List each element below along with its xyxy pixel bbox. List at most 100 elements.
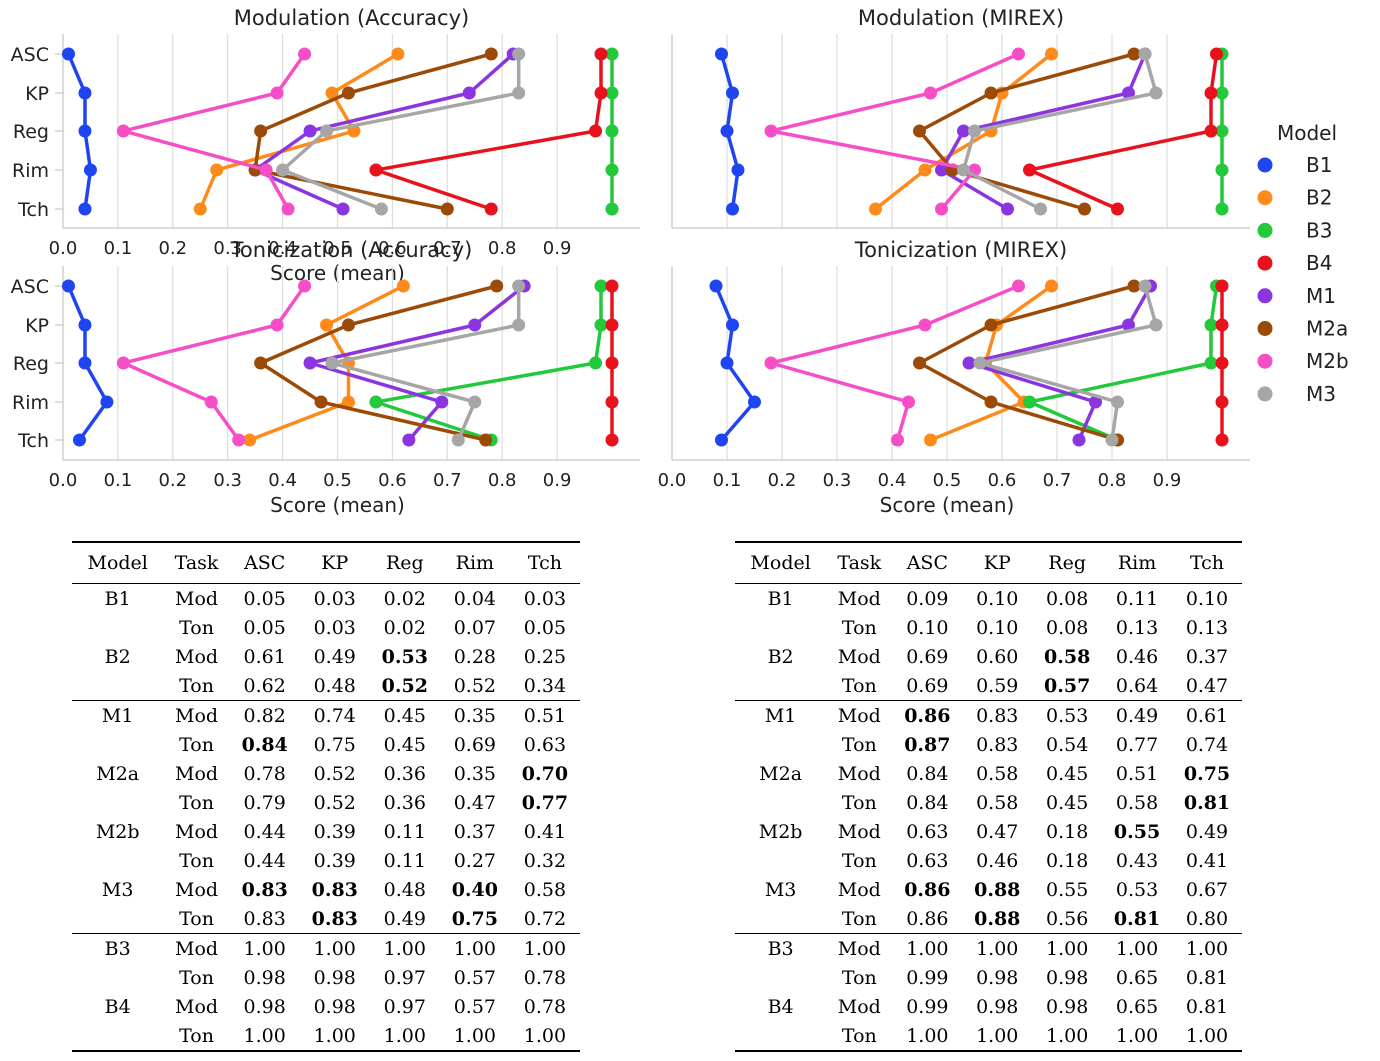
data-point-m3: [512, 47, 526, 61]
data-point-m1: [1001, 202, 1014, 216]
score-cell: 0.63: [523, 733, 567, 756]
data-point-b1: [78, 86, 92, 100]
column-header: ASC: [906, 552, 948, 574]
x-tick-label: 0.9: [543, 470, 572, 491]
score-cell: 0.11: [1115, 587, 1159, 610]
data-point-b4: [1204, 124, 1218, 138]
data-point-b2: [1045, 279, 1058, 293]
score-cell: 0.41: [523, 820, 567, 843]
x-tick-label: 0.4: [268, 238, 297, 259]
score-cell: 0.81: [1185, 966, 1229, 989]
model-cell: M3: [101, 878, 134, 901]
score-cell: 0.44: [243, 820, 286, 843]
data-point-m3: [374, 202, 388, 216]
score-cell: 0.69: [906, 645, 949, 668]
score-cell: 0.80: [1185, 907, 1229, 930]
data-point-b3: [605, 47, 619, 61]
score-cell: 0.52: [313, 791, 356, 814]
column-header: Task: [837, 552, 882, 574]
score-cell: 0.49: [383, 907, 426, 930]
score-cell: 0.62: [243, 674, 286, 697]
score-cell: 0.99: [906, 966, 949, 989]
model-cell: M3: [764, 878, 797, 901]
score-cell: 0.86: [906, 907, 949, 930]
score-cell: 0.81: [1183, 791, 1231, 814]
task-cell: Ton: [841, 791, 877, 814]
table-row: Ton 0.63 0.46 0.18 0.43 0.41: [735, 846, 1242, 875]
score-cell: 0.39: [313, 820, 356, 843]
table-row: B3 Mod 1.00 1.00 1.00 1.00 1.00: [735, 933, 1242, 963]
model-cell: [72, 730, 163, 759]
data-point-b3: [1215, 86, 1229, 100]
x-tick-label: 0.6: [988, 470, 1017, 491]
data-point-m1: [957, 124, 970, 138]
data-point-m2a: [913, 124, 926, 138]
data-point-m1: [1072, 433, 1086, 447]
x-tick-label: 0.6: [378, 238, 407, 259]
data-point-b3: [1215, 163, 1229, 177]
task-cell: Ton: [179, 791, 214, 814]
chart-title: Modulation (Accuracy): [234, 6, 469, 30]
score-cell: 0.74: [1185, 733, 1229, 756]
model-cell: [72, 963, 163, 992]
score-cell: 0.52: [453, 674, 496, 697]
data-point-b2: [210, 163, 224, 177]
x-tick-label: 0.3: [823, 470, 852, 491]
data-point-b2: [391, 47, 405, 61]
score-cell: 0.64: [1115, 674, 1159, 697]
task-cell: Mod: [163, 933, 230, 963]
legend-title: Model: [1277, 121, 1337, 145]
score-cell: 0.58: [976, 791, 1019, 814]
x-tick-label: 0.6: [378, 470, 407, 491]
score-cell: 0.52: [381, 674, 428, 697]
score-cell: 0.60: [976, 645, 1019, 668]
score-cell: 0.77: [521, 791, 569, 814]
data-point-b4: [605, 279, 619, 293]
score-cell: 0.65: [1115, 966, 1159, 989]
series-line-m2b: [769, 52, 1020, 211]
data-point-m2b: [924, 86, 937, 100]
score-cell: 1.00: [962, 933, 1033, 963]
data-point-m2a: [254, 356, 268, 370]
data-point-b1: [61, 47, 75, 61]
data-point-m2a: [984, 318, 998, 332]
data-point-b1: [720, 124, 734, 138]
data-point-m2b: [298, 279, 312, 293]
data-point-b4: [589, 124, 603, 138]
score-cell: 0.98: [243, 966, 286, 989]
data-point-b2: [193, 202, 207, 216]
data-point-m2a: [490, 279, 504, 293]
task-cell: Mod: [837, 995, 881, 1018]
data-point-m2a: [1127, 279, 1141, 293]
model-cell: M2a: [96, 762, 140, 785]
data-point-m2a: [984, 395, 998, 409]
x-tick-label: 0.8: [1098, 470, 1127, 491]
table-row: Ton 0.98 0.98 0.97 0.57 0.78: [72, 963, 580, 992]
data-point-b4: [605, 356, 619, 370]
score-cell: 0.52: [313, 762, 356, 785]
score-cell: 0.53: [1032, 700, 1103, 730]
x-tick-label: 0.7: [433, 238, 462, 259]
score-cell: 0.09: [906, 587, 949, 610]
score-cell: 0.58: [976, 762, 1019, 785]
score-cell: 0.69: [906, 674, 949, 697]
table-row: B4 Mod 0.98 0.98 0.97 0.57 0.78: [72, 992, 580, 1021]
score-cell: 1.00: [229, 1021, 300, 1052]
model-cell: [735, 904, 826, 934]
data-point-b2: [325, 86, 339, 100]
data-point-b3: [1023, 395, 1036, 409]
x-tick-label: 0.0: [49, 238, 78, 259]
score-cell: 0.98: [1046, 995, 1089, 1018]
chart-title: Tonicization (Accuracy): [230, 238, 473, 262]
table-row: M1 Mod 0.82 0.74 0.45 0.35 0.51: [72, 700, 580, 730]
score-cell: 0.18: [1046, 849, 1089, 872]
score-cell: 0.63: [906, 849, 949, 872]
score-cell: 0.34: [523, 674, 567, 697]
data-point-m2a: [1078, 202, 1091, 216]
score-cell: 0.37: [1185, 645, 1229, 668]
table-row: B3 Mod 1.00 1.00 1.00 1.00 1.00: [72, 933, 580, 963]
score-cell: 0.75: [313, 733, 356, 756]
table-row: Ton 0.83 0.83 0.49 0.75 0.72: [72, 904, 580, 934]
y-tick-label: Tch: [17, 199, 49, 221]
x-tick-label: 0.2: [768, 470, 797, 491]
